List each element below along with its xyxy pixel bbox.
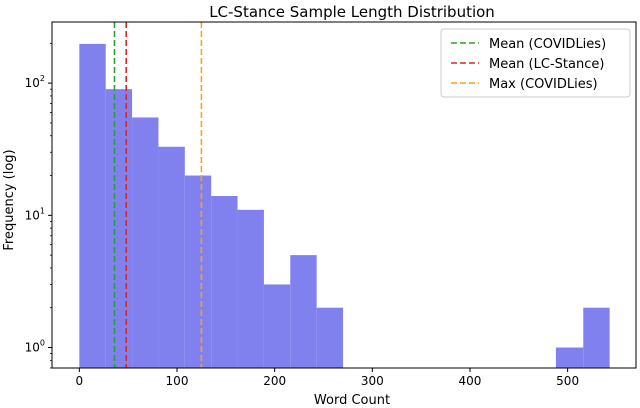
y-tick-label-2: 102 (25, 74, 45, 90)
x-tick-label-0: 0 (76, 374, 84, 388)
legend: Mean (COVIDLies) Mean (LC-Stance) Max (COV… (440, 28, 631, 98)
x-axis: 0 100 200 300 400 500 (76, 368, 579, 388)
y-axis: 100 101 102 (25, 42, 52, 369)
x-axis-label: Word Count (314, 393, 390, 408)
histogram-bar-6 (237, 209, 264, 368)
y-tick-label-0: 100 (25, 339, 45, 355)
histogram-bar-9 (316, 307, 344, 368)
x-tick-label-2: 200 (263, 374, 286, 388)
y-tick-label-1: 101 (25, 206, 45, 222)
legend-label-1: Mean (LC-Stance) (489, 57, 604, 72)
plot-frame (51, 21, 637, 369)
reference-lines (113, 22, 203, 368)
histogram-bar-4 (184, 175, 212, 368)
x-tick-label-3: 300 (361, 374, 384, 388)
x-tick-label-4: 400 (459, 374, 482, 388)
legend-label-2: Max (COVIDLies) (489, 77, 598, 92)
histogram-bars (79, 43, 610, 369)
histogram-bar-11 (583, 307, 610, 368)
histogram-bar-5 (211, 196, 238, 368)
histogram-bar-8 (290, 255, 317, 368)
histogram-bar-7 (263, 284, 291, 368)
histogram-bar-3 (158, 146, 185, 368)
legend-box (440, 28, 631, 98)
chart-title: LC-Stance Sample Length Distribution (209, 3, 495, 21)
histogram-bar-0 (79, 43, 106, 369)
histogram-bar-2 (132, 117, 159, 369)
histogram-bar-1 (105, 89, 133, 368)
x-tick-label-5: 500 (556, 374, 579, 388)
histogram-bar-10 (555, 347, 584, 368)
x-tick-label-1: 100 (166, 374, 189, 388)
y-axis-label: Frequency (log) (2, 149, 17, 250)
legend-label-0: Mean (COVIDLies) (489, 37, 606, 52)
